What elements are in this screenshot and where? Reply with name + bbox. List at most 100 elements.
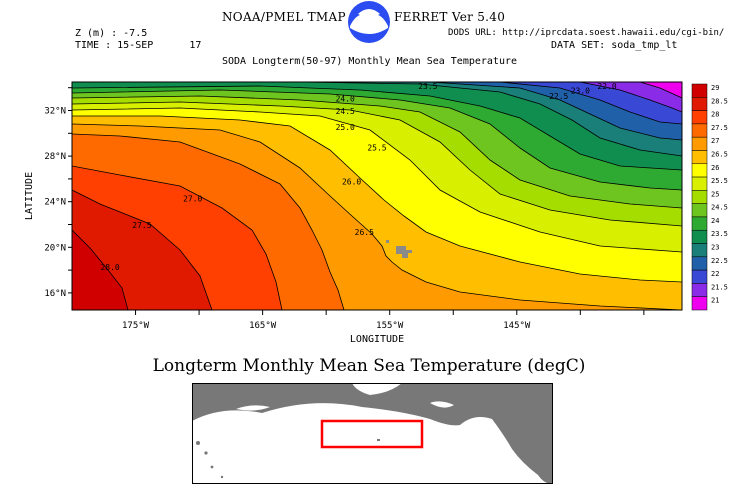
- colorbar-swatch: [691, 150, 708, 165]
- y-tick-label: 32°N: [44, 107, 66, 117]
- y-tick-label: 28°N: [44, 152, 66, 162]
- colorbar-swatch: [691, 256, 708, 271]
- island-maui: [386, 240, 389, 243]
- colorbar: 29 28.5 28 27.5 27 26.5 26 25.5 25 24.5 24 23.5 23 22…: [691, 83, 728, 311]
- time-text: TIME : 15-SEP 17: [75, 40, 202, 51]
- dods-url-text: DODS URL: http://iprcdata.soest.hawaii.e…: [448, 28, 725, 38]
- x-axis-label: LONGITUDE: [350, 334, 404, 345]
- colorbar-swatch: [691, 136, 708, 151]
- x-tick-label: 155°W: [376, 321, 404, 331]
- z-level-text: Z (m) : -7.5: [75, 28, 148, 39]
- bottom-title: Longterm Monthly Mean Sea Temperature (d…: [152, 356, 586, 376]
- contour-line-25.5: [72, 107, 682, 253]
- colorbar-swatch: [691, 110, 708, 125]
- contour-line-21: [639, 82, 682, 99]
- contour-label: 26.5: [355, 228, 374, 237]
- colorbar-swatch: [691, 216, 708, 231]
- region-box: [320, 419, 424, 449]
- y-tick-label: 16°N: [44, 289, 66, 299]
- map-hawaii: [377, 439, 380, 441]
- colorbar-swatch: [691, 83, 708, 98]
- y-tick-labels: 32°N 28°N 24°N 20°N 16°N: [44, 107, 66, 299]
- x-tick-labels: 175°W 165°W 155°W 145°W: [122, 321, 531, 331]
- colorbar-label: 21.5: [711, 283, 728, 291]
- contour-line-23: [72, 82, 682, 157]
- contour-chart: 23.523.022.522.024.024.525.025.526.027.0…: [24, 81, 728, 345]
- contour-line-27: [72, 133, 345, 310]
- data-set-text: DATA SET: soda_tmp_lt: [551, 40, 678, 51]
- colorbar-label: 28.5: [711, 97, 728, 105]
- header-right-title: FERRET Ver 5.40: [394, 10, 506, 24]
- colorbar-label: 22.5: [711, 257, 728, 265]
- colorbar-label: 23: [711, 244, 719, 252]
- map-frame: [192, 383, 553, 484]
- band-region-21.5: [72, 82, 682, 112]
- colorbar-label: 29: [711, 84, 719, 92]
- contour-line-22.5: [429, 82, 682, 141]
- colorbar-label: 26: [711, 164, 719, 172]
- contour-line-24.5: [72, 95, 682, 209]
- colorbar-label: 23.5: [711, 230, 728, 238]
- contour-line-27.5: [72, 165, 283, 310]
- colorbar-label: 25: [711, 190, 719, 198]
- header-left-title: NOAA/PMEL TMAP: [222, 10, 346, 24]
- plot-frame: [71, 81, 683, 311]
- contour-labels: 23.5 23.022.5 22.0 24.0 24.5 25.0 25.5 26.0 27.0…: [100, 82, 616, 272]
- contour-label: 23.0: [571, 86, 590, 95]
- x-tick-label: 175°W: [122, 321, 150, 331]
- colorbar-swatch: [691, 123, 708, 138]
- contour-label: 24.0: [336, 94, 355, 103]
- contour-label: 23.5: [418, 82, 437, 91]
- axis-ticks: [68, 87, 645, 315]
- colorbar-swatch: [691, 243, 708, 258]
- plot-title: SODA Longterm(50-97) Monthly Mean Sea Te…: [222, 56, 518, 67]
- colorbar-swatch: [691, 176, 708, 191]
- hawaii-islands: [386, 240, 412, 258]
- colorbar-swatch: [691, 190, 708, 204]
- colorbar-label: 25.5: [711, 177, 728, 185]
- colorbar-label: 27: [711, 137, 719, 145]
- island-hawaii-south: [402, 252, 408, 258]
- contour-label: 22.0: [597, 82, 616, 91]
- colorbar-label: 24: [711, 217, 719, 225]
- colorbar-label: 27.5: [711, 124, 728, 132]
- contour-line-22: [499, 82, 682, 125]
- colorbar-label: 22: [711, 270, 719, 278]
- colorbar-swatch: [691, 269, 708, 284]
- contour-label: 25.0: [336, 123, 355, 132]
- contour-bands: [72, 82, 682, 310]
- contour-line-24: [72, 89, 682, 191]
- y-axis-label: LATITUDE: [24, 172, 35, 220]
- colorbar-label: 21: [711, 297, 719, 305]
- contour-label: 27.0: [183, 195, 202, 204]
- contour-label: 25.5: [367, 143, 386, 152]
- colorbar-swatch: [691, 97, 708, 111]
- island-hawaii: [396, 246, 406, 254]
- contour-line-23.5: [72, 85, 682, 171]
- x-tick-label: 165°W: [249, 321, 277, 331]
- island-east: [404, 250, 412, 253]
- contour-label: 27.5: [132, 221, 151, 230]
- colorbar-swatch: [691, 163, 708, 178]
- colorbar-swatch: [691, 203, 708, 218]
- contour-line-28.5: [72, 229, 129, 310]
- y-tick-label: 24°N: [44, 198, 66, 208]
- band-region-23.5: [72, 82, 682, 170]
- noaa-logo-icon: [348, 1, 390, 43]
- colorbar-label: 28: [711, 111, 719, 119]
- contour-line-25: [72, 101, 682, 227]
- colorbar-label: 26.5: [711, 150, 728, 158]
- y-tick-label: 20°N: [44, 243, 66, 253]
- contour-line-26.5: [72, 123, 682, 310]
- colorbar-label: 24.5: [711, 204, 728, 212]
- colorbar-swatch: [691, 283, 708, 297]
- contour-label: 28.0: [100, 263, 119, 272]
- contour-line-26: [72, 115, 682, 283]
- colorbar-swatch: [691, 296, 708, 311]
- contour-label: 22.5: [549, 92, 568, 101]
- contour-line-21.5: [579, 82, 682, 113]
- contour-line-28: [72, 189, 213, 310]
- contour-label: 26.0: [342, 178, 361, 187]
- locator-map: [192, 383, 553, 484]
- x-tick-label: 145°W: [503, 321, 531, 331]
